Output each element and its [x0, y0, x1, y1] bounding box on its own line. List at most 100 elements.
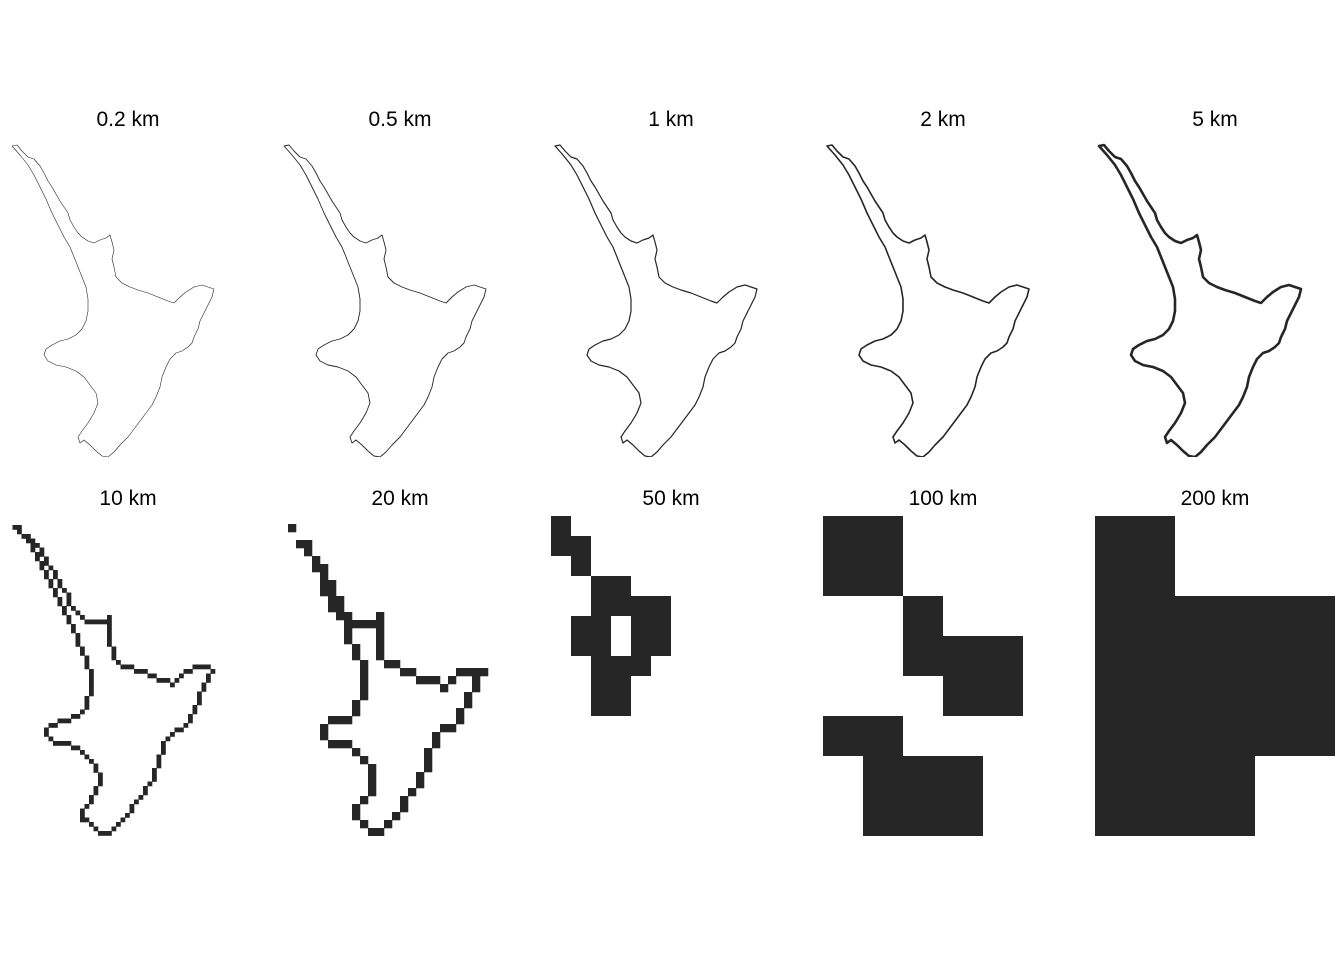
- land-cell: [328, 716, 337, 725]
- land-cell: [93, 786, 99, 791]
- land-cell: [80, 750, 85, 755]
- land-cell: [53, 592, 58, 598]
- land-cell: [823, 516, 863, 556]
- land-cell: [611, 696, 631, 716]
- land-cell: [188, 718, 193, 724]
- land-cell: [170, 682, 175, 688]
- land-cell: [591, 676, 611, 696]
- land-cell: [26, 534, 31, 539]
- land-cell: [80, 615, 85, 620]
- land-cell: [188, 669, 193, 674]
- land-cell: [392, 812, 401, 821]
- land-cell: [328, 588, 337, 597]
- land-cell: [57, 741, 63, 746]
- land-cell: [107, 619, 112, 625]
- land-cell: [165, 736, 171, 742]
- land-cell: [328, 596, 337, 605]
- land-cell: [344, 716, 353, 725]
- north-island-map: [288, 524, 489, 836]
- land-cell: [376, 652, 385, 661]
- land-cell: [152, 777, 157, 782]
- panel-title: 2 km: [920, 108, 966, 131]
- land-cell: [66, 718, 72, 724]
- land-cell: [336, 740, 345, 749]
- land-cell: [440, 724, 449, 733]
- land-cell: [336, 604, 345, 613]
- land-cell: [400, 668, 409, 677]
- land-cell: [75, 633, 81, 638]
- land-cell: [156, 754, 162, 760]
- land-cell: [360, 676, 369, 685]
- land-cell: [456, 708, 465, 717]
- land-cell: [376, 644, 385, 653]
- land-cell: [138, 795, 144, 800]
- land-cell: [102, 831, 108, 836]
- land-cell: [206, 673, 211, 679]
- land-cell: [571, 616, 591, 636]
- land-cell: [39, 561, 45, 566]
- land-cell: [84, 696, 90, 701]
- land-cell: [152, 768, 157, 773]
- empty-cell: [611, 636, 631, 656]
- land-cell: [89, 678, 94, 683]
- land-cell: [89, 682, 94, 688]
- land-cell: [651, 616, 671, 636]
- land-cell: [192, 664, 198, 670]
- land-cell: [57, 601, 63, 607]
- land-cell: [320, 588, 329, 597]
- land-cell: [35, 552, 40, 557]
- land-cell: [424, 756, 433, 765]
- panel-title: 0.2 km: [96, 108, 160, 131]
- land-cell: [376, 612, 385, 621]
- land-cell: [39, 552, 45, 557]
- land-cell: [288, 524, 297, 533]
- land-cell: [84, 705, 90, 710]
- land-cell: [201, 687, 207, 692]
- land-cell: [296, 540, 305, 549]
- land-cell: [35, 543, 40, 548]
- land-cell: [80, 813, 85, 818]
- land-cell: [80, 651, 85, 656]
- land-cell: [1095, 756, 1175, 836]
- land-cell: [183, 669, 189, 674]
- land-cell: [71, 745, 76, 751]
- land-cell: [75, 714, 81, 719]
- land-cell: [111, 826, 117, 832]
- land-cell: [80, 646, 85, 652]
- land-cell: [89, 687, 94, 692]
- land-cell: [89, 795, 94, 800]
- land-cell: [156, 759, 162, 764]
- land-cell: [161, 741, 166, 746]
- land-cell: [336, 596, 345, 605]
- north-island-map: [1095, 516, 1335, 836]
- land-cell: [84, 655, 90, 661]
- land-cell: [143, 790, 148, 796]
- land-cell: [80, 709, 85, 715]
- land-cell: [48, 736, 54, 742]
- land-cell: [432, 740, 441, 749]
- land-cell: [147, 673, 153, 679]
- land-cell: [134, 669, 139, 674]
- panel-title: 10 km: [99, 487, 157, 510]
- land-cell: [571, 556, 591, 576]
- land-cell: [352, 812, 361, 821]
- empty-cell: [611, 616, 631, 636]
- land-cell: [408, 668, 417, 677]
- north-island-map: [1097, 143, 1303, 457]
- land-cell: [863, 556, 903, 596]
- land-cell: [344, 740, 353, 749]
- panel-title: 50 km: [642, 487, 700, 510]
- land-cell: [432, 732, 441, 741]
- land-cell: [1255, 676, 1335, 756]
- land-cell: [197, 696, 202, 701]
- land-cell: [107, 831, 112, 836]
- land-cell: [98, 781, 103, 787]
- land-cell: [368, 772, 377, 781]
- land-cell: [89, 822, 94, 827]
- land-cell: [943, 756, 983, 796]
- land-cell: [48, 565, 54, 571]
- land-cell: [138, 669, 144, 674]
- land-cell: [93, 763, 99, 769]
- land-cell: [161, 745, 166, 751]
- land-cell: [197, 691, 202, 697]
